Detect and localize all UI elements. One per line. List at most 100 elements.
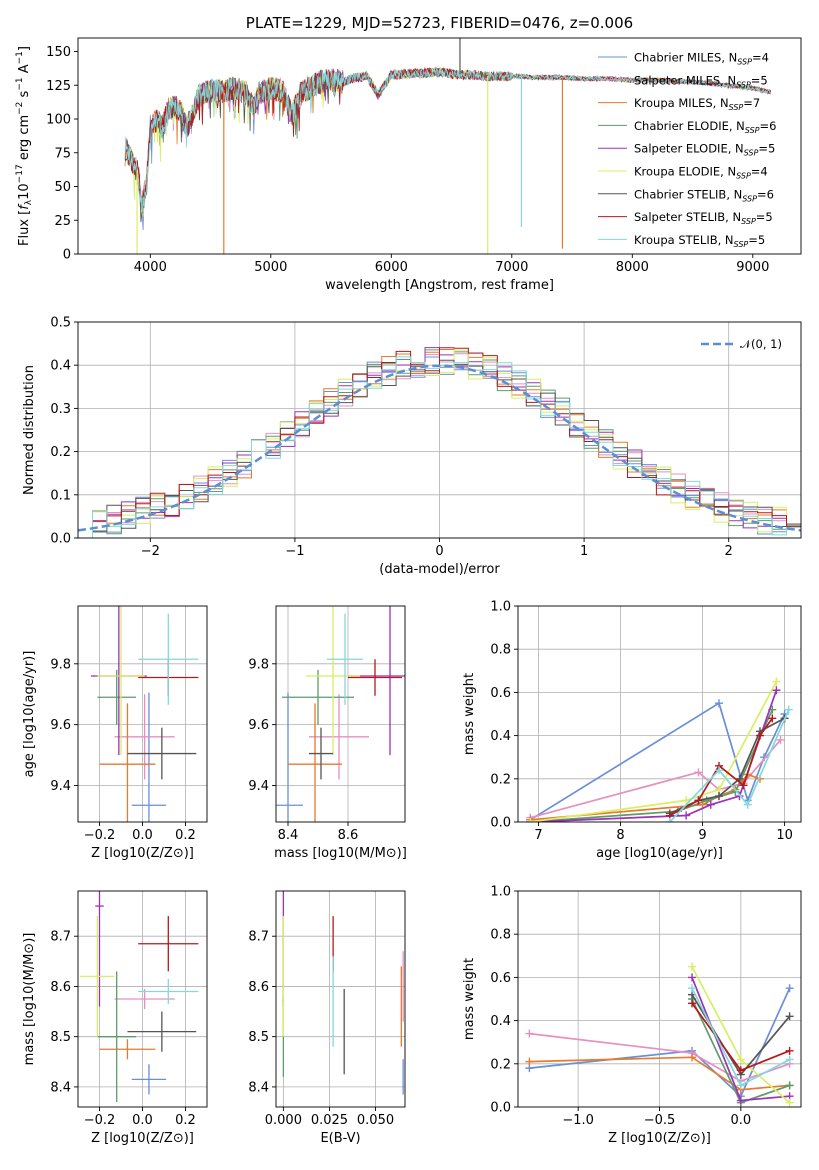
weight-point <box>785 1046 794 1055</box>
weight-point <box>772 677 781 686</box>
weight-point <box>784 705 793 714</box>
y-tick-label: 75 <box>54 146 71 161</box>
weight-point <box>694 796 703 805</box>
y-tick-label: 125 <box>46 79 71 94</box>
y-tick-label: 9.8 <box>248 657 269 672</box>
normal-curve <box>78 364 801 532</box>
y-tick-label: 8.6 <box>50 980 71 995</box>
weight-line <box>530 773 761 821</box>
chart-title: PLATE=1229, MJD=52723, FIBERID=0476, z=0… <box>246 14 633 32</box>
weight-line <box>529 1056 790 1091</box>
y-tick-label: 0.1 <box>50 488 71 503</box>
x-tick-label: 6000 <box>375 260 408 275</box>
plot-area-residuals <box>78 322 801 538</box>
x-tick-label: 10 <box>776 828 793 843</box>
weight-point <box>743 800 752 809</box>
y-tick-label: 0.5 <box>50 316 71 331</box>
axes-frame <box>77 890 208 1108</box>
plot-area-mass-vs-Z <box>78 891 207 1107</box>
y-tick-label: 0.6 <box>490 971 511 986</box>
plot-area-spectrum <box>124 38 771 254</box>
legend-label: 𝒩(0, 1) <box>740 337 782 351</box>
axes-frame <box>77 37 802 255</box>
spectrum-line <box>124 67 771 214</box>
y-tick-label: 1.0 <box>490 600 511 615</box>
weight-point <box>694 768 703 777</box>
x-tick-label: 1 <box>580 544 588 559</box>
axes-frame <box>275 890 406 1108</box>
x-tick-label: −1.0 <box>562 1113 594 1128</box>
y-tick-label: 0.2 <box>50 445 71 460</box>
legend-label: Kroupa ELODIE, NSSP=4 <box>634 165 768 181</box>
x-tick-label: 5000 <box>254 260 287 275</box>
y-tick-label: 0.2 <box>490 772 511 787</box>
x-tick-label: 0.000 <box>265 1113 302 1128</box>
y-tick-label: 100 <box>46 113 71 128</box>
weight-point <box>525 1029 534 1038</box>
y-axis-label: mass weight <box>462 958 477 1040</box>
x-axis-label: (data-model)/error <box>379 562 500 577</box>
x-tick-label: 9 <box>698 828 706 843</box>
y-tick-label: 8.7 <box>50 930 71 945</box>
y-axis-label: mass [log10(M/M⊙)] <box>22 933 37 1066</box>
spectrum-line <box>124 67 771 214</box>
axes-frame <box>77 605 208 823</box>
weight-point <box>706 800 715 809</box>
plot-area-mass-vs-ebv <box>276 891 405 1107</box>
x-tick-label: 9000 <box>736 260 769 275</box>
x-tick-label: 0.2 <box>175 1113 196 1128</box>
x-tick-label: 0.0 <box>132 1113 153 1128</box>
weight-line <box>530 689 778 822</box>
x-tick-label: 0 <box>435 544 443 559</box>
weight-point <box>702 796 711 805</box>
y-tick-label: 0.8 <box>490 643 511 658</box>
x-axis-label: age [log10(age/yr)] <box>596 846 723 861</box>
y-tick-label: 9.8 <box>50 657 71 672</box>
x-tick-label: 0.2 <box>175 828 196 843</box>
x-tick-label: 0.0 <box>730 1113 751 1128</box>
weight-point <box>739 781 748 790</box>
y-tick-label: 0.4 <box>490 729 511 744</box>
x-axis-label: Z [log10(Z/Z⊙)] <box>608 1131 711 1146</box>
y-axis-label: Normed distribution <box>22 365 37 495</box>
x-tick-label: −0.2 <box>84 1113 116 1128</box>
y-tick-label: 9.4 <box>248 779 269 794</box>
legend-label: Salpeter ELODIE, NSSP=5 <box>634 142 775 158</box>
plot-area-mass-weight-vs-age <box>518 606 801 822</box>
x-tick-label: 2 <box>725 544 733 559</box>
weight-point <box>682 811 691 820</box>
axes-frame <box>517 890 802 1108</box>
weight-point <box>526 818 535 822</box>
x-axis-label: wavelength [Angstrom, rest frame] <box>325 278 554 293</box>
axes-frame <box>517 605 802 823</box>
y-tick-label: 0.3 <box>50 402 71 417</box>
y-tick-label: 0.8 <box>490 928 511 943</box>
weight-point <box>688 1053 697 1062</box>
weight-point <box>688 973 697 982</box>
x-tick-label: 4000 <box>134 260 167 275</box>
weight-point <box>736 1055 745 1064</box>
y-tick-label: 9.4 <box>50 779 71 794</box>
x-axis-label: Z [log10(Z/Z⊙)] <box>91 1131 194 1146</box>
y-tick-label: 150 <box>46 45 71 60</box>
weight-point <box>525 1057 534 1066</box>
weight-line <box>669 709 790 822</box>
legend-label: Chabrier MILES, NSSP=4 <box>634 51 769 67</box>
legend-label: Kroupa STELIB, NSSP=5 <box>634 233 765 249</box>
y-axis-label: age [log10(age/yr)] <box>22 651 37 778</box>
plot-area-age-vs-Z <box>78 606 207 822</box>
x-tick-label: 8 <box>616 828 624 843</box>
y-tick-label: 8.5 <box>248 1030 269 1045</box>
x-tick-label: −0.2 <box>84 828 116 843</box>
weight-point <box>768 714 777 723</box>
y-tick-label: 0.0 <box>50 532 71 547</box>
y-tick-label: 1.0 <box>490 885 511 900</box>
weight-point <box>755 731 764 740</box>
weight-point <box>714 699 723 708</box>
x-tick-label: 7000 <box>495 260 528 275</box>
weight-point <box>682 796 691 805</box>
legend-label: Salpeter MILES, NSSP=5 <box>634 73 768 89</box>
y-axis-label: mass weight <box>462 673 477 755</box>
legend-label: Chabrier STELIB, NSSP=6 <box>634 187 774 203</box>
